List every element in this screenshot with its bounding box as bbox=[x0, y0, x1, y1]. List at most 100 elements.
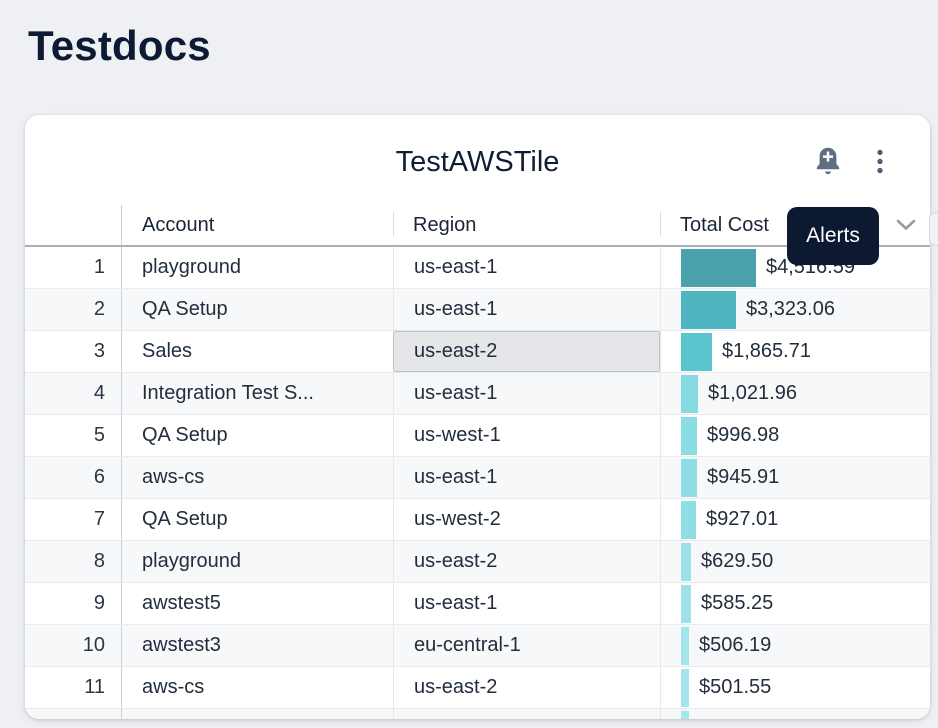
cell-total-cost[interactable]: $1,021.96 bbox=[660, 373, 930, 414]
row-number: 8 bbox=[25, 541, 122, 582]
cell-account[interactable]: aws-cs bbox=[142, 676, 205, 698]
cell-region[interactable]: us-west-2 bbox=[393, 499, 660, 540]
row-number: 4 bbox=[25, 373, 122, 414]
cell-region[interactable] bbox=[393, 709, 660, 719]
cell-account[interactable]: Sales bbox=[142, 340, 193, 362]
table-row: 10 awstest3 eu-central-1 $506.19 bbox=[25, 625, 930, 667]
alerts-tooltip-text: Alerts bbox=[806, 224, 860, 247]
table-row: 4 Integration Test S... us-east-1 $1,021… bbox=[25, 373, 930, 415]
cost-value: $1,865.71 bbox=[722, 340, 811, 362]
cost-value: $3,323.06 bbox=[746, 298, 835, 320]
grid-header-row: Account Region Total Cost bbox=[25, 205, 930, 247]
row-number: 11 bbox=[25, 667, 122, 708]
cell-region[interactable]: us-west-1 bbox=[393, 415, 660, 456]
cost-value: $585.25 bbox=[701, 592, 774, 614]
cell-total-cost[interactable]: $501.55 bbox=[660, 667, 930, 708]
column-header-label: Total Cost bbox=[680, 213, 769, 236]
cell-region[interactable]: us-east-1 bbox=[393, 583, 660, 624]
cell-account[interactable]: QA Setup bbox=[142, 298, 228, 320]
row-number: 9 bbox=[25, 583, 122, 624]
cell-total-cost[interactable]: $629.50 bbox=[660, 541, 930, 582]
row-number: 6 bbox=[25, 457, 122, 498]
cost-bar bbox=[681, 458, 697, 497]
table-row: 9 awstest5 us-east-1 $585.25 bbox=[25, 583, 930, 625]
table-row: 8 playground us-east-2 $629.50 bbox=[25, 541, 930, 583]
cost-bar bbox=[681, 500, 696, 539]
column-header-label: Region bbox=[413, 213, 477, 236]
alerts-tooltip: Alerts bbox=[787, 207, 879, 265]
cell-account[interactable]: QA Setup bbox=[142, 424, 228, 446]
cost-value: $927.01 bbox=[706, 508, 779, 530]
cell-total-cost[interactable]: $585.25 bbox=[660, 583, 930, 624]
table-row: 7 QA Setup us-west-2 $927.01 bbox=[25, 499, 930, 541]
column-header-total-cost[interactable]: Total Cost bbox=[660, 205, 930, 245]
right-edge-clipped-element bbox=[929, 212, 938, 246]
data-grid: Account Region Total Cost 1 playground u… bbox=[25, 205, 930, 719]
cost-bar bbox=[681, 290, 736, 329]
cell-region[interactable]: us-east-1 bbox=[393, 373, 660, 414]
kebab-menu-button[interactable] bbox=[862, 145, 898, 181]
cell-region[interactable]: us-east-1 bbox=[393, 247, 660, 288]
cell-total-cost[interactable]: $945.91 bbox=[660, 457, 930, 498]
cost-value: $501.55 bbox=[699, 676, 772, 698]
tile-toolbar bbox=[810, 145, 898, 181]
cell-total-cost[interactable]: $927.01 bbox=[660, 499, 930, 540]
table-row: 11 aws-cs us-east-2 $501.55 bbox=[25, 667, 930, 709]
column-header-region[interactable]: Region bbox=[393, 205, 660, 245]
table-row: 5 QA Setup us-west-1 $996.98 bbox=[25, 415, 930, 457]
cost-bar bbox=[681, 374, 698, 413]
row-number: 5 bbox=[25, 415, 122, 456]
table-row: 2 QA Setup us-east-1 $3,323.06 bbox=[25, 289, 930, 331]
cell-account[interactable]: Integration Test S... bbox=[142, 382, 314, 404]
cost-value: $945.91 bbox=[707, 466, 780, 488]
cell-total-cost[interactable]: $1,865.71 bbox=[660, 331, 930, 372]
column-header-account[interactable]: Account bbox=[122, 205, 393, 245]
add-alert-icon bbox=[812, 145, 844, 182]
page-title: Testdocs bbox=[28, 22, 211, 69]
cost-value: $506.19 bbox=[699, 634, 772, 656]
table-row: 1 playground us-east-1 $4,516.59 bbox=[25, 247, 930, 289]
cell-total-cost[interactable]: $3,323.06 bbox=[660, 289, 930, 330]
tile-card: TestAWSTile bbox=[25, 115, 930, 719]
add-alert-button[interactable] bbox=[810, 145, 846, 181]
cost-bar bbox=[681, 248, 756, 287]
cost-bar bbox=[681, 416, 697, 455]
cost-bar bbox=[681, 542, 691, 581]
kebab-menu-icon bbox=[867, 146, 893, 181]
cell-region[interactable]: us-east-2 bbox=[393, 667, 660, 708]
cell-account[interactable]: aws-cs bbox=[142, 466, 205, 488]
row-number bbox=[25, 709, 122, 719]
cell-account[interactable]: awstest5 bbox=[142, 592, 221, 614]
cell-account[interactable]: QA Setup bbox=[142, 508, 228, 530]
cost-bar bbox=[681, 668, 689, 707]
cell-account[interactable] bbox=[122, 709, 393, 719]
cell-account[interactable]: playground bbox=[142, 256, 241, 278]
row-number: 7 bbox=[25, 499, 122, 540]
cost-value: $629.50 bbox=[701, 550, 774, 572]
cell-total-cost[interactable]: $996.98 bbox=[660, 415, 930, 456]
cell-total-cost[interactable] bbox=[660, 709, 930, 719]
cost-bar bbox=[681, 626, 689, 665]
cell-region[interactable]: us-east-1 bbox=[393, 289, 660, 330]
cost-bar bbox=[681, 332, 712, 371]
row-number: 3 bbox=[25, 331, 122, 372]
tile-title: TestAWSTile bbox=[395, 146, 560, 178]
column-header-label: Account bbox=[142, 213, 215, 236]
cell-total-cost[interactable]: $4,516.59 bbox=[660, 247, 930, 288]
cost-bar bbox=[681, 584, 691, 623]
cell-region[interactable]: us-east-1 bbox=[393, 457, 660, 498]
row-number: 10 bbox=[25, 625, 122, 666]
cost-value: $996.98 bbox=[707, 424, 780, 446]
row-number: 2 bbox=[25, 289, 122, 330]
table-row: 6 aws-cs us-east-1 $945.91 bbox=[25, 457, 930, 499]
cell-account[interactable]: awstest3 bbox=[142, 634, 221, 656]
row-number-column-header bbox=[25, 205, 122, 245]
chevron-down-icon[interactable] bbox=[895, 218, 917, 232]
cell-total-cost[interactable]: $506.19 bbox=[660, 625, 930, 666]
cell-region[interactable]: eu-central-1 bbox=[393, 625, 660, 666]
row-number: 1 bbox=[25, 247, 122, 288]
cell-account[interactable]: playground bbox=[142, 550, 241, 572]
cell-region[interactable]: us-east-2 bbox=[393, 541, 660, 582]
cell-region[interactable]: us-east-2 bbox=[393, 331, 660, 372]
cost-value: $1,021.96 bbox=[708, 382, 797, 404]
